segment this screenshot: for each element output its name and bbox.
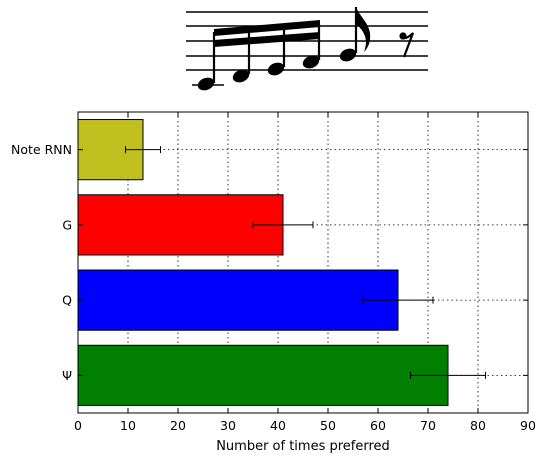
plot-frame bbox=[77, 111, 529, 414]
x-axis-label: Number of times preferred bbox=[216, 439, 390, 454]
x-tick-label: 30 bbox=[220, 418, 236, 433]
y-tick-label: Note RNN bbox=[11, 142, 72, 157]
bars bbox=[77, 119, 449, 406]
x-tick-label: 70 bbox=[420, 418, 436, 433]
x-tick-labels: 0 10 20 30 40 50 60 70 80 90 bbox=[74, 418, 536, 433]
y-tick-label: G bbox=[62, 217, 72, 232]
music-staff-sixteenth-notes-icon bbox=[186, 7, 428, 91]
bar bbox=[77, 194, 284, 256]
bar bbox=[77, 269, 399, 331]
x-tick-label: 0 bbox=[74, 418, 82, 433]
y-tick-label: Ψ bbox=[62, 368, 72, 383]
x-tick-label: 10 bbox=[120, 418, 136, 433]
x-tick-label: 40 bbox=[270, 418, 286, 433]
x-tick-label: 90 bbox=[520, 418, 536, 433]
x-tick-label: 60 bbox=[370, 418, 386, 433]
y-tick-labels: Note RNN G Q Ψ bbox=[11, 142, 72, 383]
x-tick-label: 20 bbox=[170, 418, 186, 433]
x-tick-label: 80 bbox=[470, 418, 486, 433]
bar bbox=[77, 344, 449, 406]
y-tick-label: Q bbox=[62, 293, 72, 308]
axis-ticks bbox=[77, 112, 529, 413]
error-bars bbox=[125, 146, 486, 379]
x-tick-label: 50 bbox=[320, 418, 336, 433]
